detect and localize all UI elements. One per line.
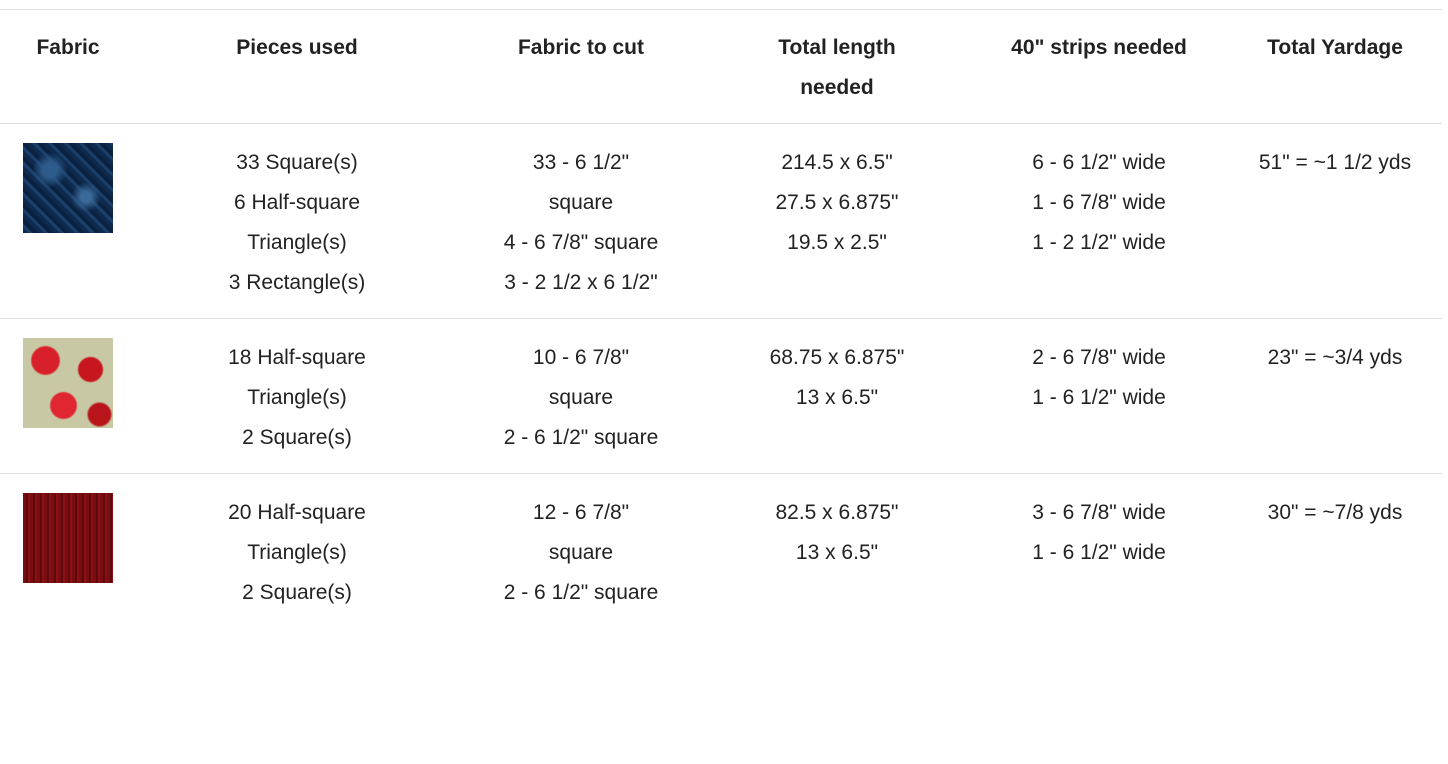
header-row: Fabric Pieces used Fabric to cut Total leng… (0, 9, 1442, 124)
strips-cell: 3 - 6 7/8" wide 1 - 6 1/2" wide (970, 474, 1228, 629)
cell-line: 51" = ~1 1/2 yds (1258, 151, 1412, 174)
strips-cell: 2 - 6 7/8" wide 1 - 6 1/2" wide (970, 319, 1228, 474)
cell-line: 82.5 x 6.875" (775, 501, 899, 524)
pieces-used-cell: 18 Half-square Triangle(s) 2 Square(s) (136, 319, 458, 474)
fabric-swatch (23, 338, 113, 428)
cell-line: 12 - 6 7/8" square (532, 501, 630, 564)
cell-line: 2 - 6 1/2" square (503, 426, 659, 449)
cell-line: 33 - 6 1/2" square (532, 151, 630, 214)
pieces-used-cell: 33 Square(s) 6 Half-square Triangle(s) 3 R… (136, 124, 458, 319)
cell-line: 3 - 2 1/2 x 6 1/2" (504, 271, 658, 294)
header-cell: Fabric (36, 36, 100, 59)
yardage-cell: 23" = ~3/4 yds (1228, 319, 1442, 474)
fabric-row: 33 Square(s) 6 Half-square Triangle(s) 3 R… (0, 123, 1442, 319)
cell-line: 2 Square(s) (242, 581, 352, 604)
fabric-cell (0, 474, 136, 629)
fabric-cell (0, 124, 136, 319)
total-length-cell: 68.75 x 6.875" 13 x 6.5" (704, 319, 970, 474)
fabric-to-cut-cell: 12 - 6 7/8" square 2 - 6 1/2" square (458, 474, 704, 629)
total-length-cell: 214.5 x 6.5" 27.5 x 6.875" 19.5 x 2.5" (704, 124, 970, 319)
cell-line: 30" = ~7/8 yds (1267, 501, 1403, 524)
cell-line: 10 - 6 7/8" square (532, 346, 630, 409)
cell-line: 6 - 6 1/2" wide (1032, 151, 1166, 174)
fabric-to-cut-cell: 33 - 6 1/2" square 4 - 6 7/8" square 3 - 2… (458, 124, 704, 319)
page: Fabric Pieces used Fabric to cut Total leng… (0, 9, 1448, 764)
pieces-used-cell: 20 Half-square Triangle(s) 2 Square(s) (136, 474, 458, 629)
fabric-swatch (23, 493, 113, 583)
cell-line: 3 Rectangle(s) (228, 271, 366, 294)
fabric-row: 18 Half-square Triangle(s) 2 Square(s) 10 … (0, 318, 1442, 474)
fabric-swatch (23, 143, 113, 233)
yardage-cell: 30" = ~7/8 yds (1228, 474, 1442, 629)
cell-line: 20 Half-square Triangle(s) (228, 501, 366, 564)
cell-line: 27.5 x 6.875" (775, 191, 899, 214)
cell-line: 4 - 6 7/8" square (503, 231, 659, 254)
cell-line: 2 Square(s) (242, 426, 352, 449)
cell-line: 19.5 x 2.5" (787, 231, 887, 254)
strips-cell: 6 - 6 1/2" wide 1 - 6 7/8" wide 1 - 2 1/2"… (970, 124, 1228, 319)
fabric-to-cut-cell: 10 - 6 7/8" square 2 - 6 1/2" square (458, 319, 704, 474)
cell-line: 33 Square(s) (236, 151, 358, 174)
cell-line: 13 x 6.5" (795, 386, 879, 409)
cell-line: 23" = ~3/4 yds (1267, 346, 1403, 369)
cell-line: 2 - 6 1/2" square (503, 581, 659, 604)
cell-line: 18 Half-square Triangle(s) (228, 346, 366, 409)
cell-line: 1 - 2 1/2" wide (1032, 231, 1166, 254)
header-cell: Fabric to cut (517, 36, 644, 59)
cell-line: 1 - 6 1/2" wide (1032, 541, 1166, 564)
cell-line: 2 - 6 7/8" wide (1032, 346, 1166, 369)
fabric-cell (0, 319, 136, 474)
fabric-row: 20 Half-square Triangle(s) 2 Square(s) 12 … (0, 473, 1442, 629)
total-length-cell: 82.5 x 6.875" 13 x 6.5" (704, 474, 970, 629)
header-cell: Pieces used (236, 36, 358, 59)
cell-line: 1 - 6 7/8" wide (1032, 191, 1166, 214)
cell-line: 13 x 6.5" (795, 541, 879, 564)
cell-line: 3 - 6 7/8" wide (1032, 501, 1166, 524)
cell-line: 1 - 6 1/2" wide (1032, 386, 1166, 409)
cell-line: 68.75 x 6.875" (769, 346, 905, 369)
cell-line: 214.5 x 6.5" (781, 151, 893, 174)
header-cell: Total length needed (778, 36, 896, 99)
yardage-cell: 51" = ~1 1/2 yds (1228, 124, 1442, 319)
header-cell: 40" strips needed (1011, 36, 1187, 59)
yardage-table: Fabric Pieces used Fabric to cut Total leng… (0, 9, 1442, 628)
cell-line: 6 Half-square Triangle(s) (233, 191, 361, 254)
header-cell: Total Yardage (1267, 36, 1403, 59)
